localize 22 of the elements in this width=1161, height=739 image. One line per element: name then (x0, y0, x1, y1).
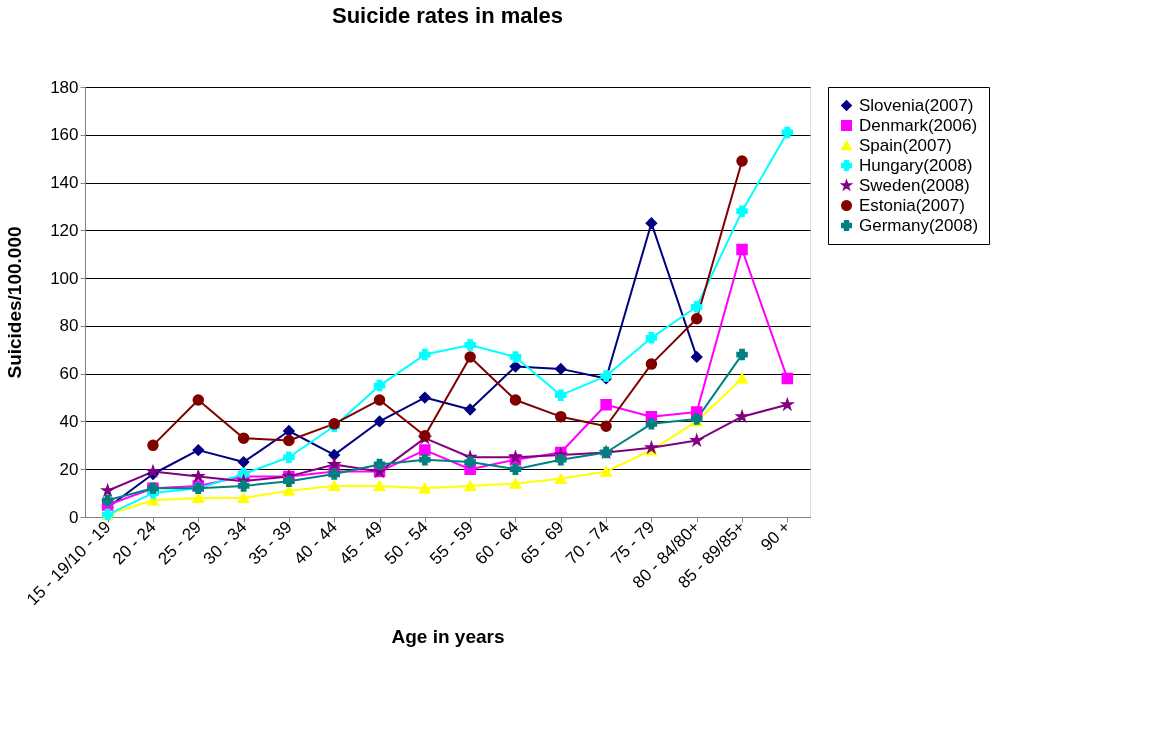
y-tick-label: 120 (50, 220, 79, 240)
chart-title: Suicide rates in males (331, 3, 564, 28)
y-tick-label: 80 (59, 316, 79, 336)
legend-label: Germany(2008) (859, 215, 979, 235)
legend-label: Sweden(2008) (859, 175, 970, 195)
x-axis-title: Age in years (391, 626, 505, 648)
y-tick-label: 60 (59, 364, 79, 384)
y-tick-label: 0 (69, 507, 79, 527)
legend-label: Spain(2007) (859, 135, 952, 155)
y-tick-label: 40 (59, 411, 79, 431)
legend-label: Slovenia(2007) (859, 95, 974, 115)
y-tick-label: 180 (50, 77, 79, 97)
y-tick-label: 100 (50, 268, 79, 288)
legend-label: Estonia(2007) (859, 195, 965, 215)
x-tick-label: 40 - 44 (290, 517, 342, 569)
legend-label: Hungary(2008) (859, 155, 973, 175)
y-axis-title: Suicides/100.000 (4, 226, 26, 379)
y-tick-label: 160 (50, 125, 79, 145)
y-tick-label: 20 (59, 459, 79, 479)
legend-label: Denmark(2006) (859, 115, 978, 135)
x-tick-label: 90 + (757, 517, 795, 555)
y-tick-label: 140 (50, 173, 79, 193)
